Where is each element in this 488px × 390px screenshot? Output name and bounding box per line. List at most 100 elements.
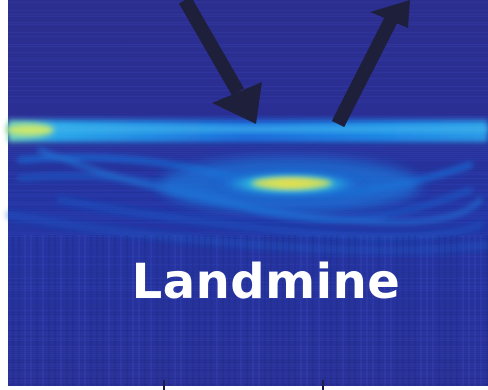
scanline	[8, 366, 488, 367]
scanline	[8, 86, 488, 87]
scanline	[8, 336, 488, 337]
scanline	[8, 308, 488, 309]
scanline	[8, 154, 488, 155]
scanline	[8, 68, 488, 69]
scanline	[8, 292, 488, 293]
vertical-striation	[402, 235, 404, 386]
scanline	[8, 364, 488, 365]
vertical-striation	[414, 235, 416, 386]
vertical-striation	[450, 235, 452, 386]
vertical-striation	[294, 235, 296, 386]
scanline	[8, 26, 488, 27]
scanline	[8, 64, 488, 65]
scanline	[8, 32, 488, 33]
vertical-striation	[108, 235, 110, 386]
vertical-striation	[330, 235, 332, 386]
vertical-striation	[252, 235, 254, 386]
vertical-striation	[102, 235, 104, 386]
vertical-striation	[198, 235, 200, 386]
vertical-striation	[348, 235, 350, 386]
scanline	[8, 346, 488, 347]
scanline	[8, 16, 488, 17]
vertical-striation	[210, 235, 212, 386]
arrow-right	[331, 0, 410, 128]
scanline	[8, 262, 488, 263]
scanline	[8, 76, 488, 77]
scanline	[8, 0, 488, 1]
vertical-striation	[30, 235, 32, 386]
vertical-striation	[318, 235, 320, 386]
scanline	[8, 282, 488, 283]
vertical-striation	[36, 235, 38, 386]
scanline	[8, 290, 488, 291]
scanline	[8, 152, 488, 153]
scanline	[8, 74, 488, 75]
scanline	[8, 6, 488, 7]
vertical-striation	[306, 235, 308, 386]
vertical-striation	[222, 235, 224, 386]
scanline	[8, 372, 488, 373]
scanline	[8, 214, 488, 215]
vertical-striation	[324, 235, 326, 386]
scanline	[8, 36, 488, 37]
vertical-striation	[390, 235, 392, 386]
scanline	[8, 354, 488, 355]
vertical-striation	[60, 235, 62, 386]
vertical-striation	[420, 235, 422, 386]
vertical-striation	[486, 235, 488, 386]
scanline	[8, 320, 488, 321]
scanline	[8, 304, 488, 305]
scanline	[8, 28, 488, 29]
vertical-striation	[360, 235, 362, 386]
scanline	[8, 338, 488, 339]
scanline	[8, 280, 488, 281]
vertical-striation	[54, 235, 56, 386]
scanline	[8, 260, 488, 261]
scanline	[8, 284, 488, 285]
scanline	[8, 222, 488, 223]
scanline	[8, 70, 488, 71]
scanline	[8, 360, 488, 361]
scanline	[8, 330, 488, 331]
vertical-striation	[444, 235, 446, 386]
scanline	[8, 50, 488, 51]
scanline	[8, 58, 488, 59]
scanline	[8, 326, 488, 327]
scanline	[8, 72, 488, 73]
vertical-striation	[228, 235, 230, 386]
vertical-striation	[144, 235, 146, 386]
vertical-striation	[432, 235, 434, 386]
scanline	[8, 42, 488, 43]
vertical-striation	[78, 235, 80, 386]
vertical-striation	[276, 235, 278, 386]
scanline	[8, 38, 488, 39]
scanline	[8, 328, 488, 329]
scanline	[8, 344, 488, 345]
scanline	[8, 144, 488, 145]
scanline	[8, 268, 488, 269]
vertical-striation	[264, 235, 266, 386]
scanline	[8, 8, 488, 9]
scanline	[8, 20, 488, 21]
vertical-striation	[270, 235, 272, 386]
scanline	[8, 142, 488, 143]
scanline	[8, 78, 488, 79]
vertical-striation	[462, 235, 464, 386]
vertical-striation	[372, 235, 374, 386]
scanline	[8, 322, 488, 323]
scanline	[8, 266, 488, 267]
vertical-striation	[156, 235, 158, 386]
scanline	[8, 362, 488, 363]
scanline	[8, 216, 488, 217]
scanline	[8, 18, 488, 19]
vertical-striation	[342, 235, 344, 386]
scanline	[8, 252, 488, 253]
vertical-striation	[126, 235, 128, 386]
scanline	[8, 288, 488, 289]
vertical-striation	[384, 235, 386, 386]
scanline	[8, 46, 488, 47]
scanline	[8, 254, 488, 255]
vertical-striation	[336, 235, 338, 386]
vertical-striation	[288, 235, 290, 386]
